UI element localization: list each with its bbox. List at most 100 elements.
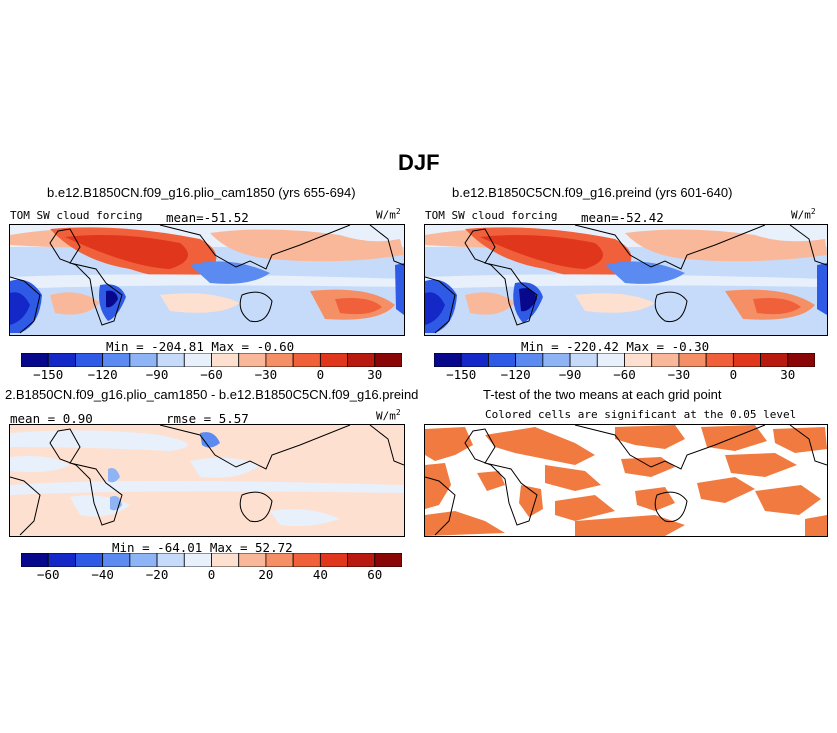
colorbar-box — [347, 552, 376, 568]
colorbar-box — [238, 552, 267, 568]
panel2-title: b.e12.B1850C5CN.f09_g16.preind (yrs 601-… — [452, 185, 733, 200]
colorbar-box — [678, 352, 707, 368]
colorbar-tick-label: −150 — [33, 367, 64, 382]
colorbar-box — [183, 552, 212, 568]
colorbar-box — [211, 552, 240, 568]
colorbar-tick-label: −120 — [87, 367, 118, 382]
colorbar-box — [374, 352, 403, 368]
colorbar-box — [75, 352, 104, 368]
colorbar-tick-label: −40 — [91, 567, 114, 582]
panel1-australia-coastline — [239, 291, 273, 323]
colorbar-box — [211, 352, 240, 368]
colorbar-tick-label: −60 — [36, 567, 60, 582]
panel3-australia-coastline — [239, 491, 273, 523]
panel4-map-svg — [425, 425, 827, 536]
colorbar-box — [183, 352, 212, 368]
panel3-mean: mean = 0.90 — [10, 411, 93, 426]
colorbar-tick-label: 0 — [316, 367, 325, 382]
panel4-asia-coastline — [574, 425, 766, 470]
panel3-map — [9, 424, 405, 537]
panel1-variable-label: TOM SW cloud forcing — [10, 209, 143, 222]
panel3-africa-coastline — [49, 428, 123, 526]
colorbar-box — [596, 352, 625, 368]
colorbar-box — [624, 352, 653, 368]
panel3-units: W/m2 — [376, 408, 401, 423]
colorbar-tick-label: −90 — [145, 367, 169, 382]
colorbar-box — [651, 352, 680, 368]
panel2-minmax: Min = -220.42 Max = -0.30 — [521, 339, 710, 354]
colorbar-tick-label: −120 — [500, 367, 531, 382]
colorbar-box — [20, 552, 49, 568]
panel1-colorbar-ticks: −150 −120 −90 −60 −30 0 30 — [21, 367, 402, 383]
panel2-samerica-coastline — [425, 276, 456, 334]
panel3-namerica-coastline — [369, 425, 404, 466]
panel1-mean: mean=-51.52 — [166, 210, 249, 225]
colorbar-box — [292, 552, 321, 568]
colorbar-tick-label: 30 — [780, 367, 796, 382]
colorbar-svg — [20, 352, 403, 368]
panel3-title: 2.B1850CN.f09_g16.plio_cam1850 - b.e12.B… — [5, 387, 419, 402]
panel2-australia-coastline — [654, 291, 688, 323]
panel3-samerica-coastline — [10, 476, 41, 536]
panel4-namerica-coastline — [789, 425, 827, 466]
panel3-map-svg — [10, 425, 404, 536]
colorbar-box — [102, 552, 131, 568]
colorbar-box — [265, 552, 294, 568]
colorbar-box — [20, 352, 49, 368]
panel2-mean: mean=-52.42 — [581, 210, 664, 225]
colorbar-box — [760, 352, 789, 368]
colorbar-box — [319, 552, 348, 568]
panel4-significant-cells — [425, 425, 827, 536]
colorbar-box — [238, 352, 267, 368]
colorbar-tick-label: −150 — [446, 367, 477, 382]
colorbar-tick-label: 20 — [258, 567, 274, 582]
colorbar-box — [129, 352, 158, 368]
colorbar-box — [787, 352, 816, 368]
panel4-title: T-test of the two means at each grid poi… — [483, 387, 722, 402]
colorbar-box — [488, 352, 517, 368]
panel1-asia-coastline — [159, 225, 351, 270]
colorbar-tick-label: −60 — [613, 367, 636, 382]
colorbar-box — [542, 352, 571, 368]
colorbar-tick-label: −90 — [558, 367, 582, 382]
panel2-variable-label: TOM SW cloud forcing — [425, 209, 558, 222]
colorbar-tick-label: −20 — [145, 567, 169, 582]
panel4-africa-coastline — [464, 428, 538, 526]
panel4-map — [424, 424, 828, 537]
colorbar-tick-label: 0 — [729, 367, 738, 382]
panel2-map-svg — [425, 225, 827, 335]
colorbar-box — [569, 352, 598, 368]
colorbar-tick-label: −30 — [254, 367, 278, 382]
panel4-subtitle: Colored cells are significant at the 0.0… — [485, 408, 797, 421]
panel1-minmax: Min = -204.81 Max = -0.60 — [106, 339, 295, 354]
colorbar-box — [102, 352, 131, 368]
panel3-colorbar-ticks: −60 −40 −20 0 20 40 60 — [21, 567, 402, 583]
colorbar-box — [732, 352, 761, 368]
panel1-map — [9, 224, 405, 336]
panel1-units: W/m2 — [376, 207, 401, 222]
panel1-africa-coastline — [49, 228, 123, 326]
panel2-africa-coastline — [464, 228, 538, 326]
panel2-colorbar-ticks: −150 −120 −90 −60 −30 0 30 — [434, 367, 815, 383]
panel2-colorbar — [433, 352, 816, 368]
colorbar-tick-label: 40 — [312, 567, 328, 582]
colorbar-box — [47, 352, 76, 368]
colorbar-box — [374, 552, 403, 568]
colorbar-box — [319, 352, 348, 368]
panel2-asia-coastline — [574, 225, 766, 270]
panel1-colorbar — [20, 352, 403, 368]
colorbar-box — [460, 352, 489, 368]
colorbar-tick-label: 0 — [207, 567, 216, 582]
colorbar-tick-label: −60 — [200, 367, 223, 382]
colorbar-box — [129, 552, 158, 568]
colorbar-box — [433, 352, 462, 368]
colorbar-svg — [433, 352, 816, 368]
panel2-namerica-coastline — [789, 225, 827, 266]
colorbar-box — [75, 552, 104, 568]
colorbar-box — [705, 352, 734, 368]
panel1-map-svg — [10, 225, 404, 335]
panel4-australia-coastline — [654, 491, 688, 523]
colorbar-tick-label: 30 — [367, 367, 383, 382]
figure-title: DJF — [398, 150, 440, 175]
colorbar-box — [156, 552, 185, 568]
